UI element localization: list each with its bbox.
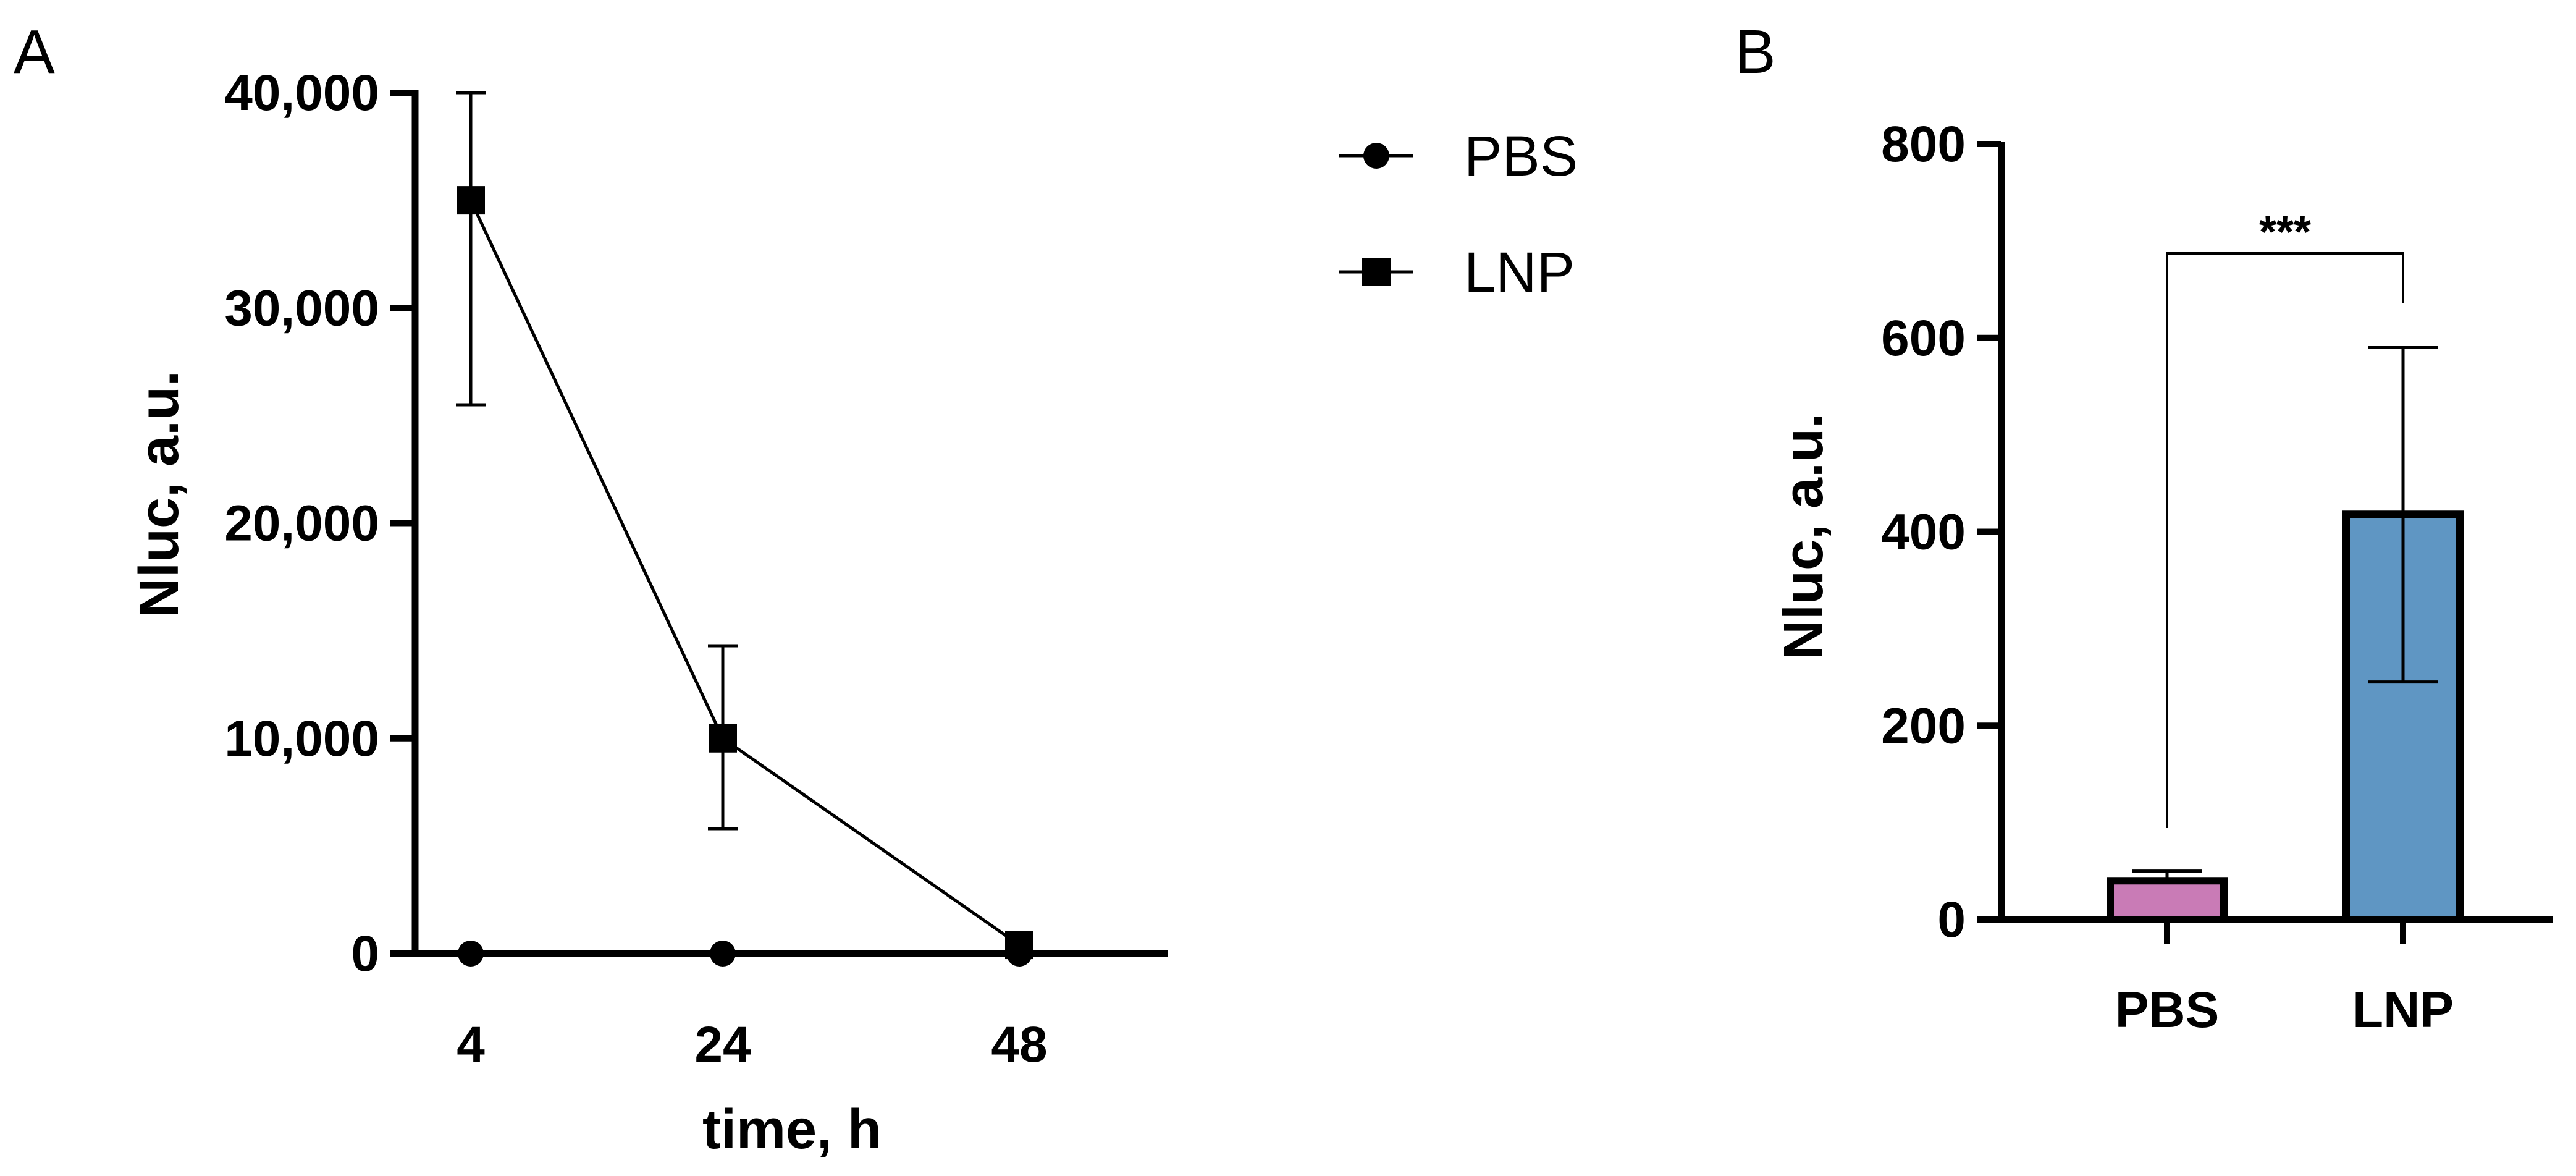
panel-b-x-tick-label: LNP: [2352, 982, 2454, 1038]
panel-b-label: B: [1735, 17, 1776, 87]
panel-b-y-tick-label: 0: [1937, 892, 1966, 948]
pbs-point: [710, 941, 736, 967]
panel-a-y-tick-label: 40,000: [224, 65, 379, 121]
panel-b-y-tick-label: 200: [1881, 698, 1966, 754]
panel-a-x-tick-label: 24: [694, 1017, 751, 1073]
panel-b-x-axis: PBS LNP: [1998, 916, 2553, 1038]
panel-a-x-axis: 4 24 48: [412, 950, 1168, 1073]
panel-a-x-tick-label: 48: [991, 1017, 1047, 1073]
panel-a-x-axis-title: time, h: [702, 1099, 882, 1161]
panel-a-y-tick-label: 20,000: [224, 496, 379, 552]
panel-a-y-tick-label: 0: [351, 926, 379, 982]
legend-pbs-label: PBS: [1464, 125, 1578, 188]
significance-bracket: [2166, 252, 2404, 828]
panel-b-y-tick-label: 400: [1881, 504, 1966, 561]
significance-label: ***: [2259, 208, 2311, 257]
panel-a-series: [456, 91, 1033, 967]
panel-a-label: A: [14, 17, 55, 87]
panel-a-x-tick-label: 4: [457, 1017, 485, 1073]
panel-a-y-tick-label: 10,000: [224, 711, 379, 767]
pbs-point: [458, 941, 484, 967]
pbs-bar: [2107, 877, 2228, 923]
panel-b-y-axis: 0 200 400 600 800: [1881, 116, 2005, 948]
lnp-series-line: [469, 200, 1021, 947]
panel-a-y-axis-title: Nluc, a.u.: [128, 371, 190, 618]
panel-a-legend: PBS LNP: [1339, 125, 1578, 304]
legend-pbs-marker: [1363, 143, 1389, 169]
panel-b-significance: ***: [2166, 208, 2404, 828]
panel-a-y-tick-label: 30,000: [224, 280, 379, 336]
panel-b-bars: [2107, 345, 2464, 923]
panel-b-y-tick-label: 600: [1881, 310, 1966, 366]
lnp-bar: [2342, 510, 2464, 923]
panel-b-x-tick-label: PBS: [2115, 982, 2220, 1038]
lnp-point: [1005, 931, 1033, 960]
panel-a-y-axis: 0 10,000 20,000 30,000 40,000: [224, 65, 419, 982]
lnp-point: [709, 724, 737, 753]
legend-lnp-label: LNP: [1464, 241, 1575, 304]
panel-b-y-axis-title: Nluc, a.u.: [1773, 413, 1835, 660]
panel-b-bar-chart: B Nluc, a.u. 0 200 400 600 800 PBS LNP ***: [1735, 17, 2553, 1038]
panel-b-y-tick-label: 800: [1881, 116, 1966, 172]
lnp-point: [457, 186, 485, 215]
legend-lnp-marker: [1362, 258, 1391, 286]
panel-a-line-chart: A Nluc, a.u. time, h 0 10,000 20,000 30,000…: [14, 17, 1578, 1161]
